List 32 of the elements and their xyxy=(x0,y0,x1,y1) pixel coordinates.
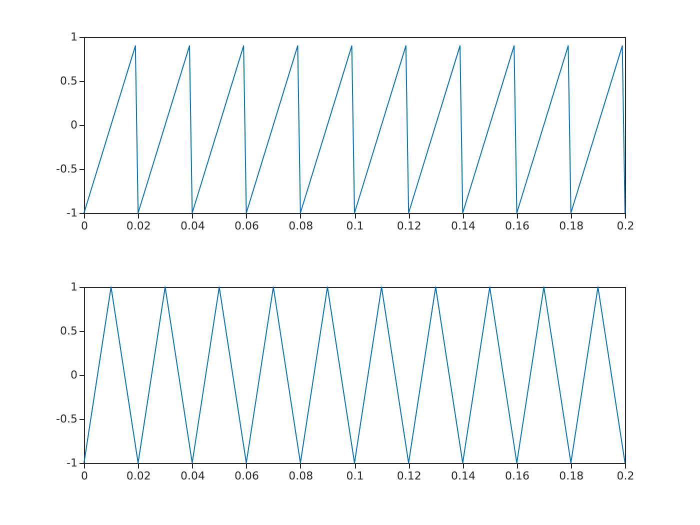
x-tick-label: 0.08 xyxy=(288,220,314,232)
y-tick-label: 1 xyxy=(70,30,78,44)
x-tick-label: 0.02 xyxy=(126,220,151,232)
x-tick-label: 0.2 xyxy=(616,470,634,482)
y-tick-label: 0.5 xyxy=(60,324,78,338)
x-tick-label: 0 xyxy=(81,470,88,482)
y-tick-label: -0.5 xyxy=(56,162,78,176)
x-tick-label: 0.12 xyxy=(396,220,422,232)
x-tick-label: 0.1 xyxy=(346,220,364,232)
y-tick-label: 0 xyxy=(70,118,78,132)
x-tick-label: 0.18 xyxy=(559,470,584,482)
y-tick-label: 0.5 xyxy=(60,74,78,88)
x-tick-label: 0 xyxy=(81,220,88,232)
x-tick-label: 0.14 xyxy=(450,470,476,482)
x-tick-label: 0.1 xyxy=(346,470,364,482)
x-tick-label: 0.08 xyxy=(288,470,314,482)
x-tick-label: 0.06 xyxy=(234,220,260,232)
x-tick-label: 0.16 xyxy=(505,470,530,482)
y-tick-label: -1 xyxy=(66,206,78,220)
x-tick-label: 0.16 xyxy=(505,220,530,232)
x-tick-label: 0.18 xyxy=(559,220,584,232)
y-tick-label: -0.5 xyxy=(56,412,78,426)
x-tick-label: 0.2 xyxy=(616,220,634,232)
x-tick-label: 0.04 xyxy=(180,220,205,232)
x-tick-label: 0.02 xyxy=(126,470,151,482)
y-tick-label: 0 xyxy=(70,368,78,382)
y-tick-label: -1 xyxy=(66,456,78,470)
x-tick-label: 0.14 xyxy=(450,220,476,232)
x-tick-label: 0.04 xyxy=(180,470,205,482)
y-tick-label: 1 xyxy=(70,280,78,294)
x-tick-label: 0.06 xyxy=(234,470,260,482)
x-tick-label: 0.12 xyxy=(396,470,422,482)
